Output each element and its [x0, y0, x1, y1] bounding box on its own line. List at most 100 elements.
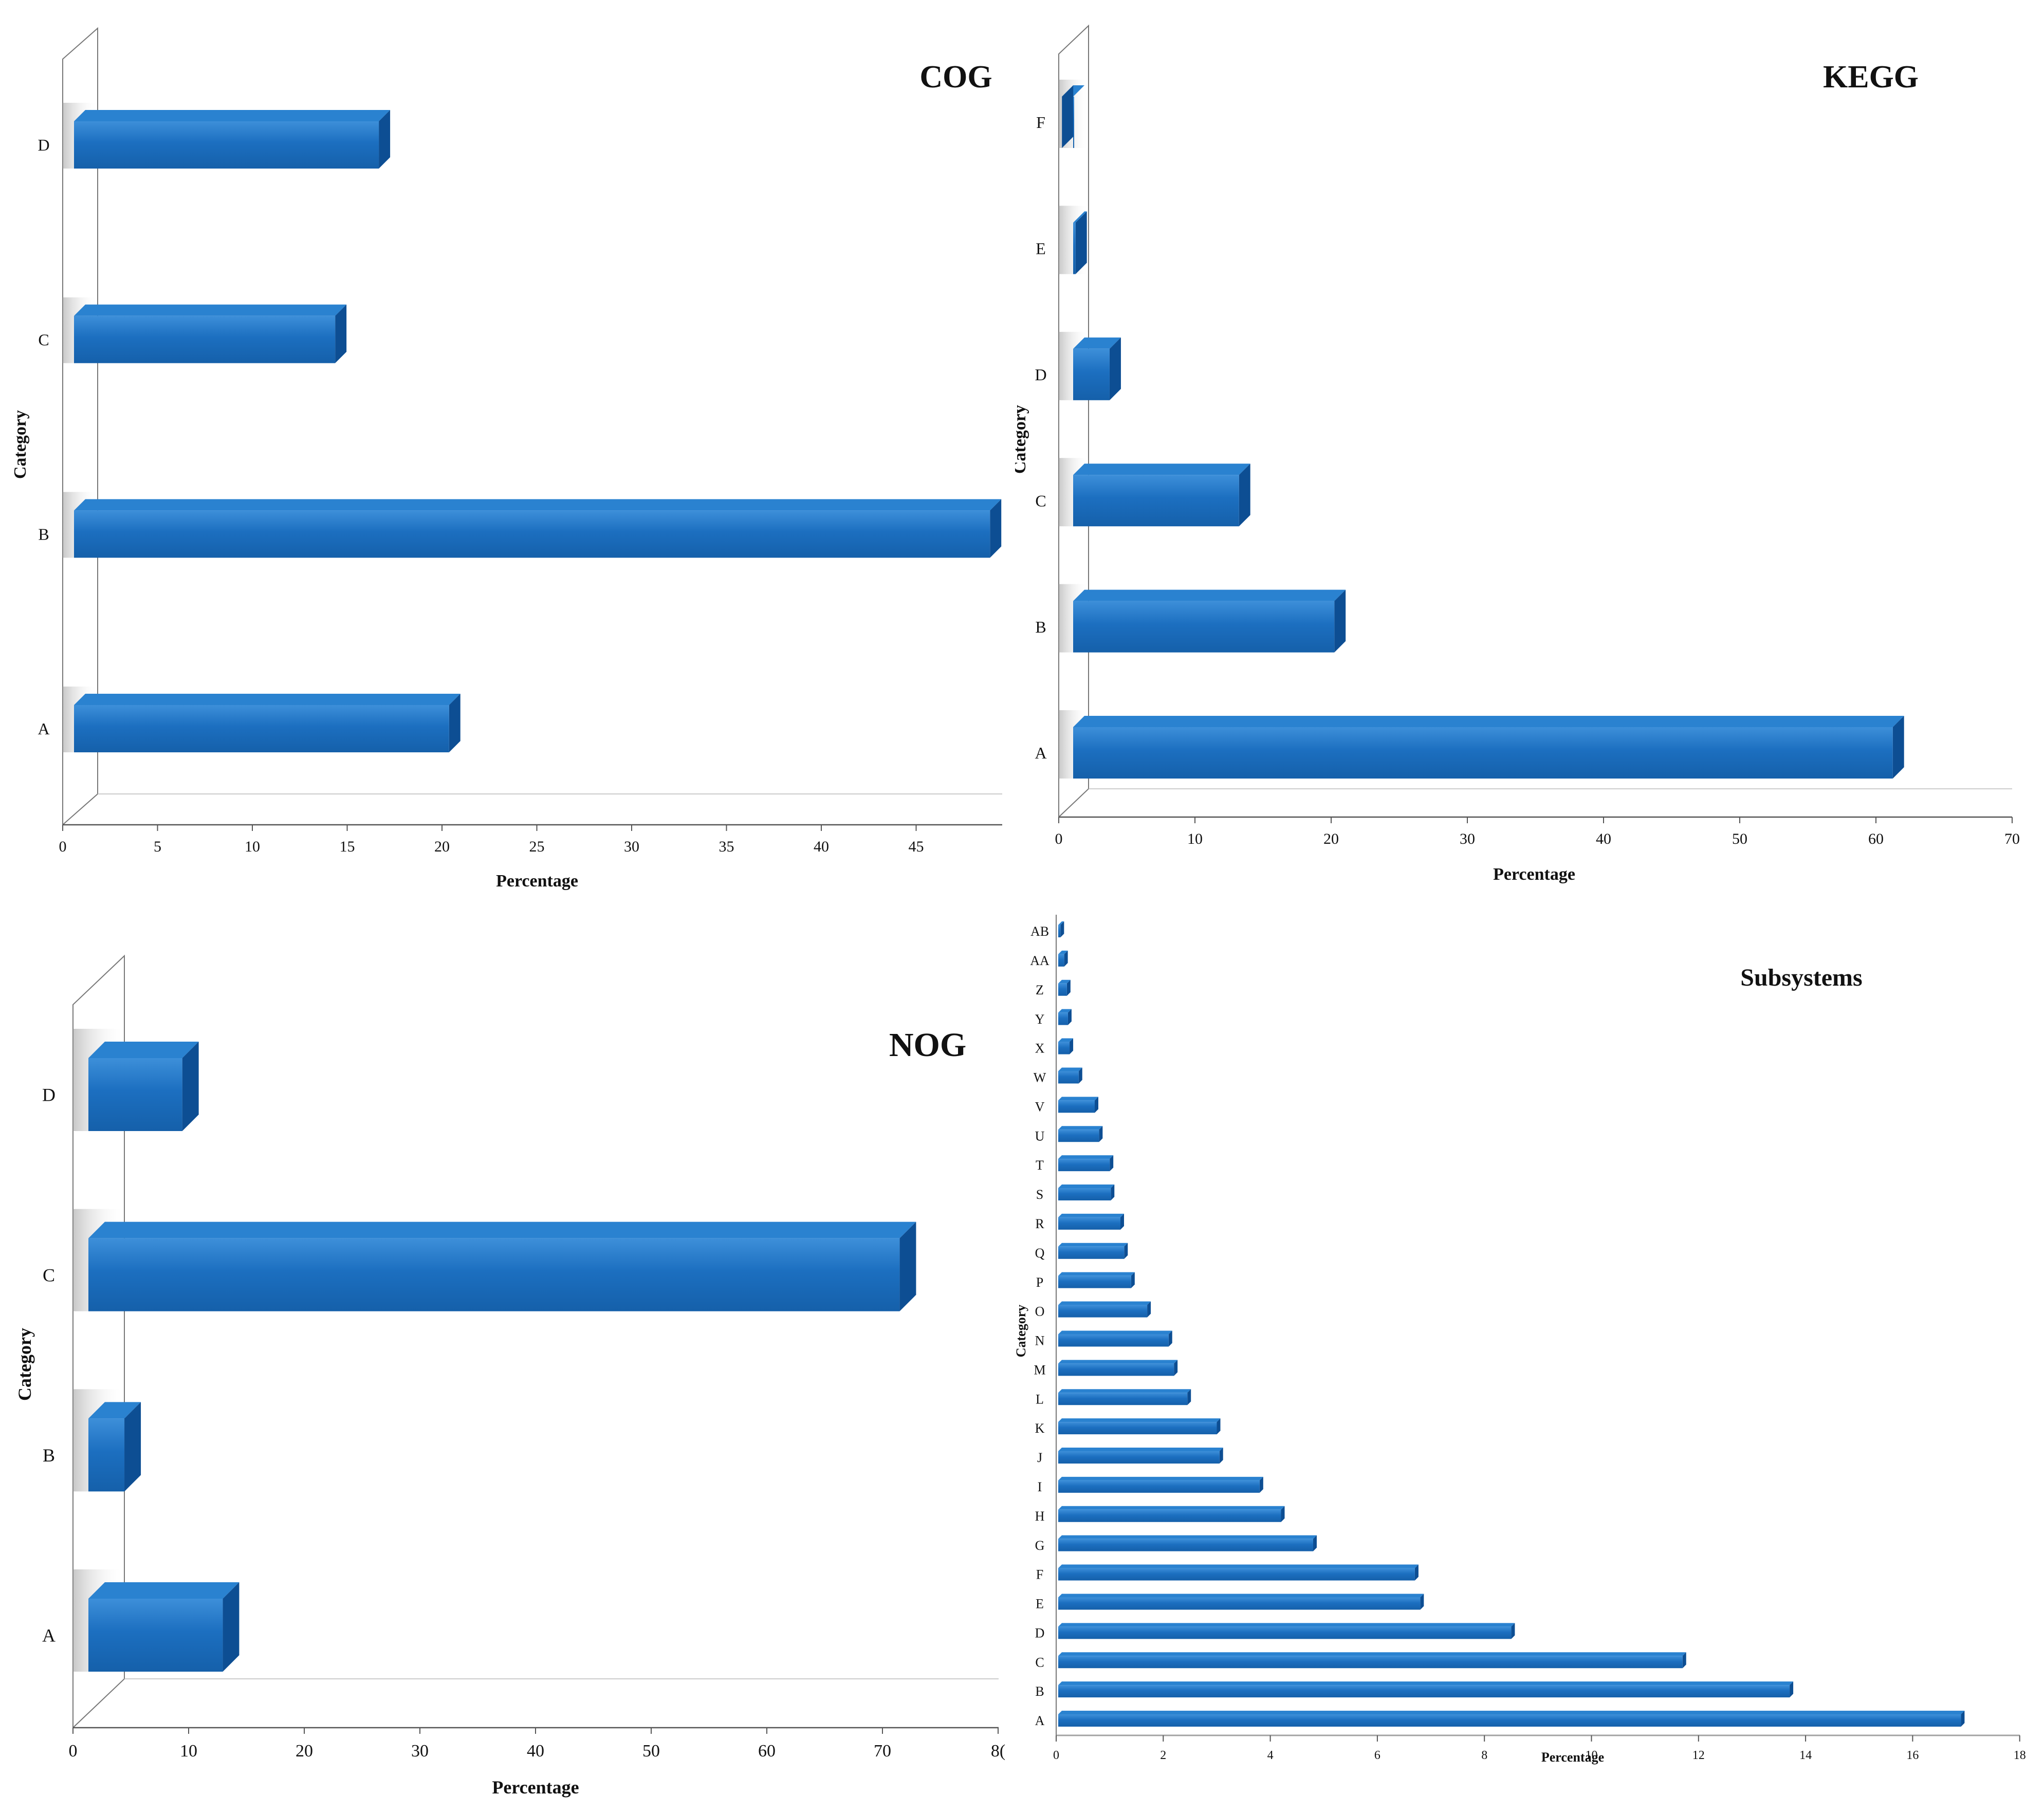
chart-title: KEGG	[1823, 60, 1919, 95]
x-tick-labels: 0 10 20 30 40 50 60 70 8(	[69, 1742, 1006, 1761]
bar-side	[1109, 337, 1121, 400]
bar	[1058, 925, 1061, 937]
bar-side	[1075, 211, 1087, 274]
bar-side	[1064, 950, 1068, 967]
bar-side	[1511, 1623, 1515, 1639]
category-label: G	[1035, 1538, 1045, 1553]
bar-top	[74, 110, 391, 121]
bar-side	[1313, 1535, 1317, 1551]
category-label: E	[1036, 239, 1046, 258]
bar	[1058, 1100, 1095, 1113]
bar-side	[1187, 1389, 1191, 1405]
bar-group	[1058, 1243, 1128, 1259]
nog-chart: 0 10 20 30 40 50 60 70 8(A B C D NOG Percentage Catego…	[14, 954, 1006, 1798]
bar-side	[335, 304, 347, 363]
back-wall	[1058, 24, 1089, 819]
bar	[74, 510, 990, 558]
bar	[1058, 1685, 1790, 1698]
cog-chart: 0 5 10 15 20 25 30 35 40 45 A B C D COG Percentage Categ…	[11, 27, 1002, 891]
bar-side	[1131, 1272, 1135, 1288]
bar	[1058, 1480, 1260, 1493]
bar	[88, 1418, 125, 1492]
category-label: C	[1035, 1655, 1044, 1670]
bar	[1058, 1246, 1125, 1259]
category-label: F	[1036, 1567, 1043, 1582]
bar-top	[1058, 1418, 1221, 1422]
x-tick-label: 0	[59, 838, 67, 855]
bar-side	[1110, 1155, 1114, 1172]
x-tick-labels: 0 5 10 15 20 25 30 35 40 45	[59, 838, 924, 855]
x-tick-label: 30	[411, 1742, 429, 1761]
x-tick-label: 40	[814, 838, 829, 855]
bar-side	[1961, 1711, 1965, 1727]
bar-top	[88, 1221, 916, 1238]
bar	[1058, 1539, 1313, 1551]
bar-side	[1066, 979, 1071, 996]
bar-top	[88, 1042, 199, 1058]
bar-side	[990, 499, 1002, 558]
y-axis-label: Category	[14, 1328, 35, 1401]
x-tick-label: 30	[1460, 830, 1475, 847]
category-label: T	[1036, 1158, 1044, 1173]
bar-top	[88, 1402, 141, 1419]
x-tick-label: 30	[624, 838, 639, 855]
bar-side	[1062, 85, 1074, 148]
bar	[1073, 223, 1076, 274]
bar-group	[1058, 1652, 1686, 1669]
bar-side	[223, 1582, 240, 1672]
x-tick-label: 50	[1732, 830, 1747, 847]
x-tick-label: 70	[2004, 830, 2020, 847]
bar-top	[1058, 1213, 1124, 1217]
x-tick-label: 12	[1692, 1749, 1705, 1762]
bar-top	[1073, 211, 1087, 223]
category-label: B	[43, 1445, 55, 1466]
bar-side	[1168, 1330, 1172, 1347]
bar	[88, 1599, 223, 1672]
category-label: O	[1035, 1304, 1045, 1319]
bar-group	[1058, 1155, 1114, 1172]
bar-side	[1111, 1184, 1115, 1200]
chart-title: Subsystems	[1740, 964, 1862, 991]
bar-side	[1281, 1506, 1285, 1522]
bar-top	[74, 304, 347, 316]
category-label: C	[1035, 491, 1046, 510]
category-label: P	[1036, 1275, 1043, 1290]
bar-side	[1120, 1213, 1124, 1230]
bar	[1073, 97, 1074, 148]
bar-side	[1790, 1681, 1794, 1698]
bar-top	[1058, 1243, 1128, 1247]
y-axis-label: Category	[1015, 405, 1029, 474]
bar-group	[1058, 1038, 1074, 1054]
bar-side	[449, 694, 461, 752]
chart-title: NOG	[889, 1026, 966, 1064]
bar-top	[74, 499, 1002, 511]
bar-group	[1058, 1476, 1263, 1493]
bar-group	[1059, 331, 1121, 400]
bar-top	[1058, 1155, 1114, 1159]
bar-side	[1217, 1418, 1221, 1435]
bar-side	[1060, 921, 1064, 937]
bar-group	[63, 492, 1002, 558]
bar-side	[1239, 464, 1250, 527]
bar	[1058, 1042, 1070, 1054]
x-tick-label: 0	[1053, 1749, 1059, 1762]
bar-top	[1058, 1623, 1515, 1627]
category-label: C	[43, 1265, 55, 1285]
bar-top	[1058, 1652, 1686, 1656]
bar-side	[379, 110, 391, 169]
bar-group	[1059, 710, 1904, 779]
bar-top	[1058, 1038, 1074, 1042]
bar-top	[88, 1582, 240, 1599]
bar	[1058, 1130, 1099, 1142]
bar-top	[1058, 1301, 1151, 1305]
bar-side	[1334, 589, 1346, 653]
x-tick-label: 20	[434, 838, 450, 855]
bar-top	[1073, 589, 1346, 601]
category-label: D	[38, 136, 49, 154]
bar-top	[1058, 1506, 1285, 1510]
category-label: AA	[1030, 953, 1049, 968]
x-tick-label: 50	[642, 1742, 660, 1761]
category-label: A	[38, 719, 49, 738]
bar-top	[1058, 1126, 1103, 1130]
x-tick-label: 40	[1596, 830, 1611, 847]
